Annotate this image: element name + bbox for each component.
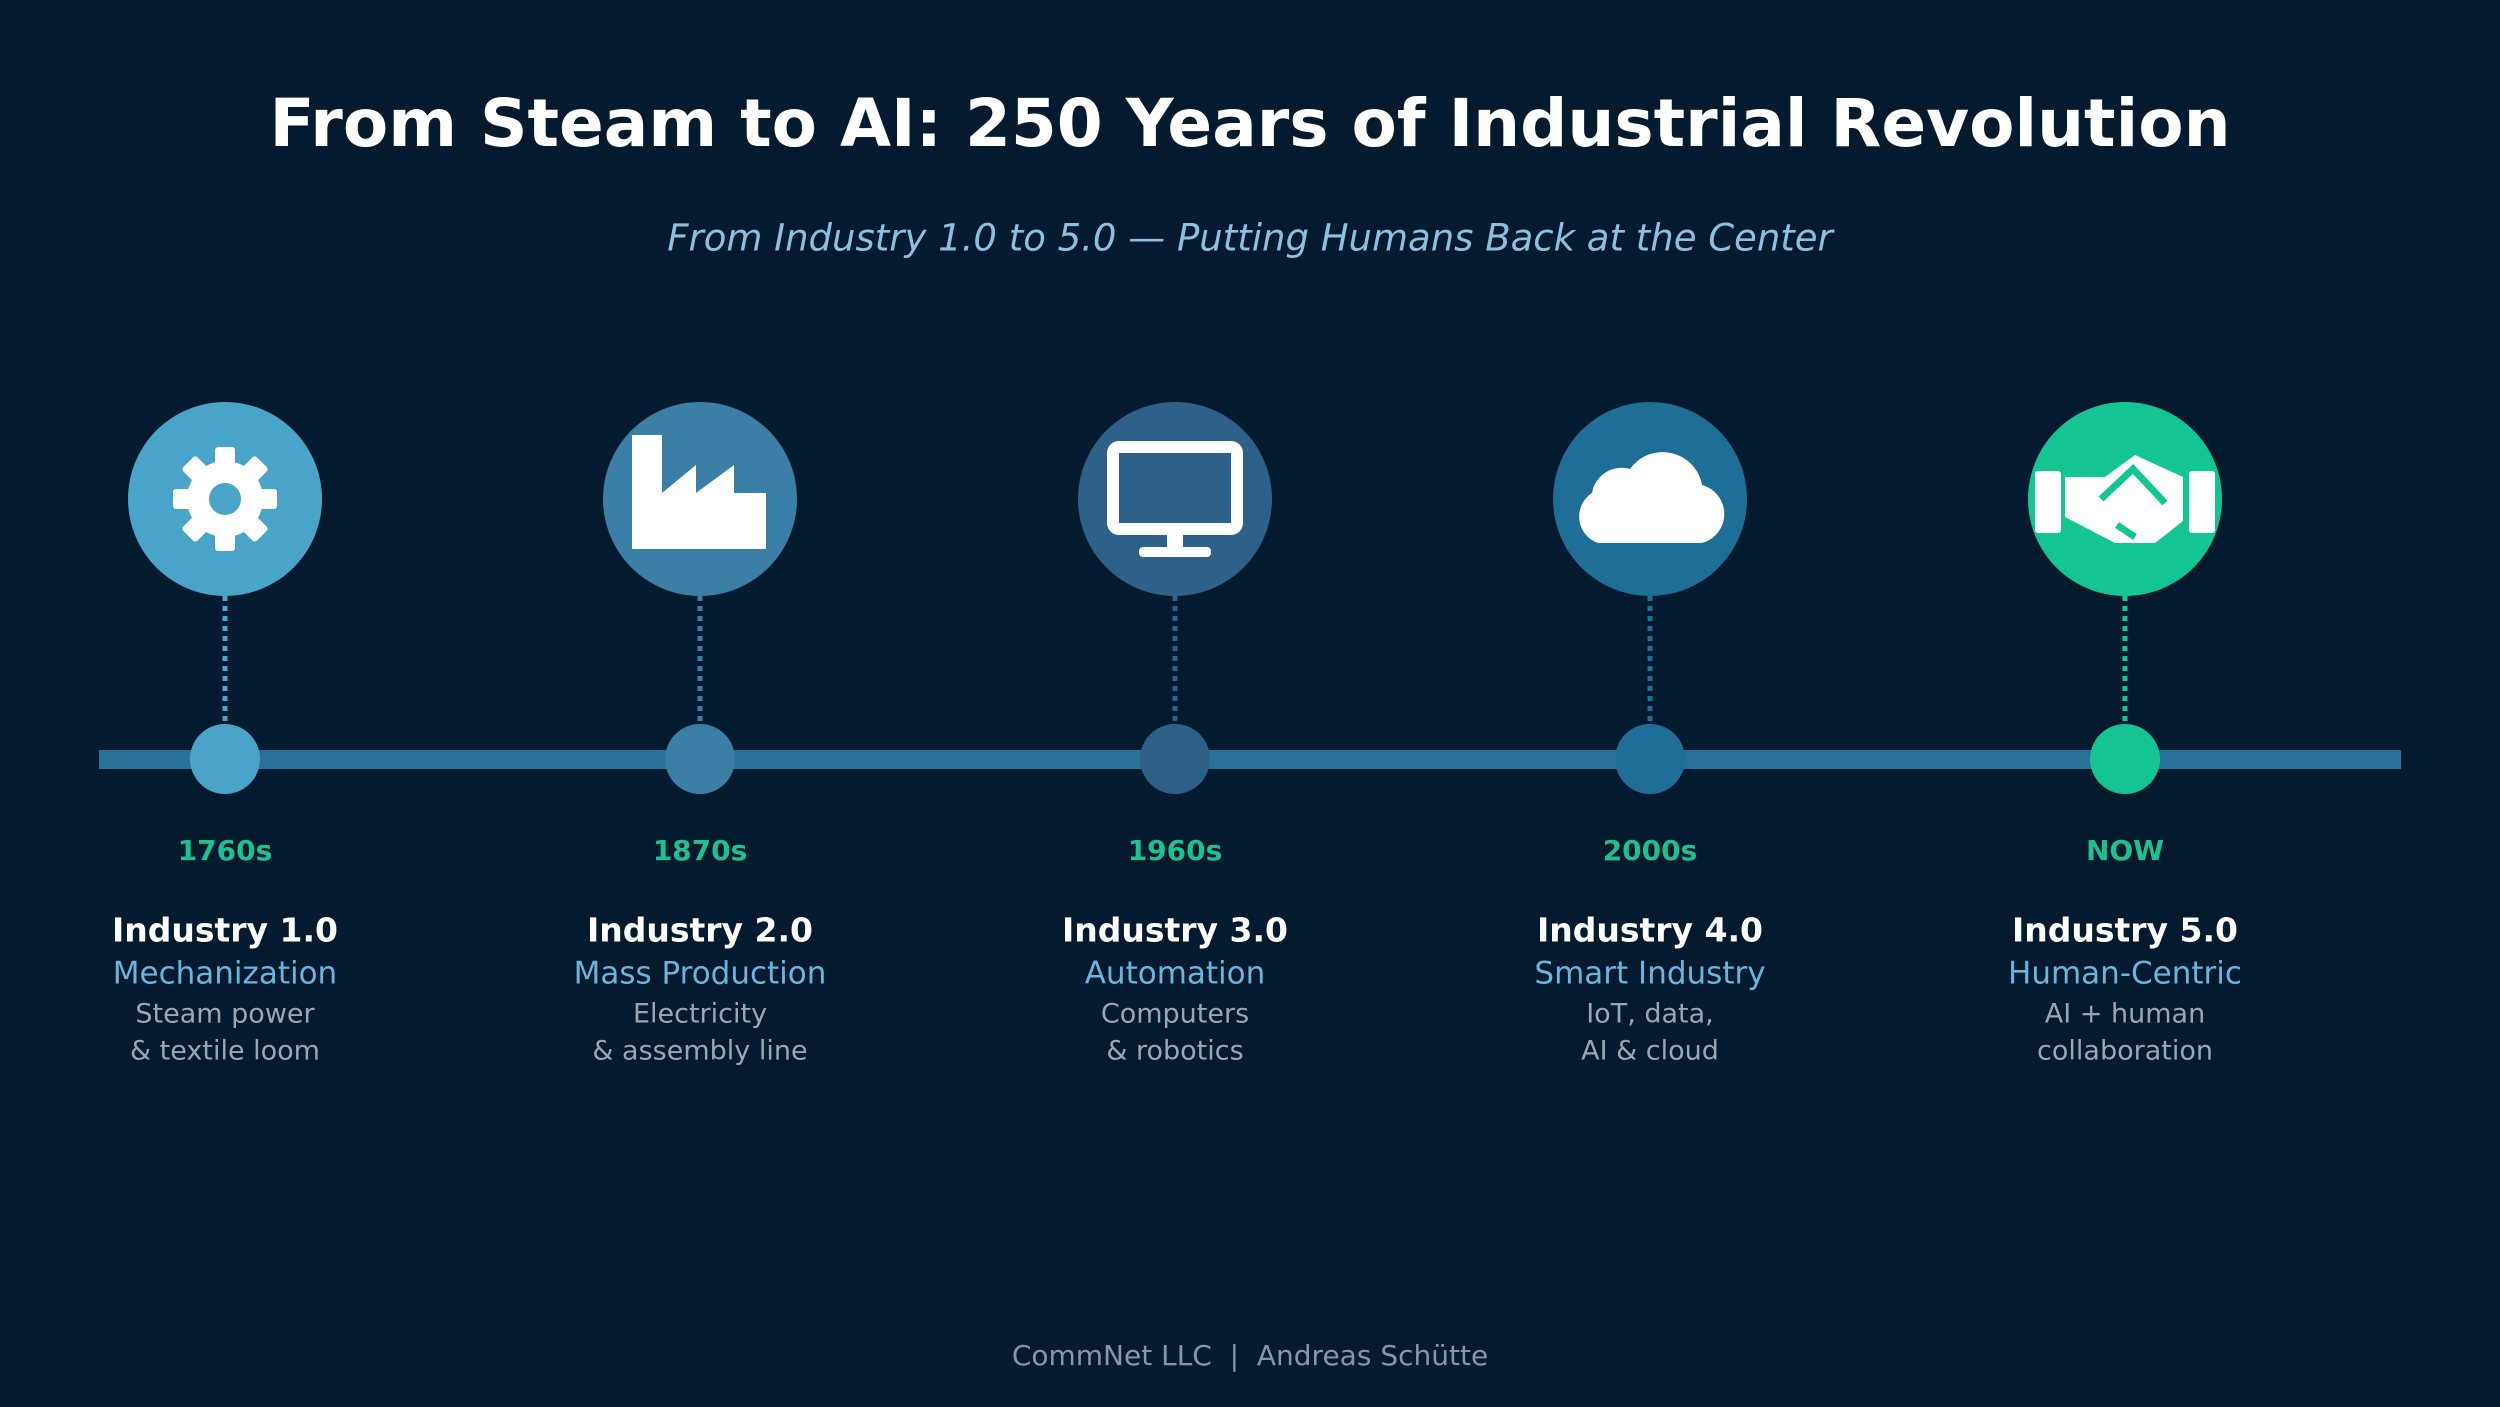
stage-subtitle: Mass Production <box>574 956 827 992</box>
timeline-dot <box>190 724 260 794</box>
stage-description: & textile loom <box>130 1036 320 1067</box>
handshake-line <box>2098 464 2168 540</box>
stage-title: Industry 4.0 <box>1537 911 1763 950</box>
stage-year: 1960s <box>1128 834 1223 867</box>
stage-year: NOW <box>2086 834 2164 867</box>
timeline-dot <box>665 724 735 794</box>
cloud-icon <box>1579 452 1725 543</box>
icon <box>632 435 766 549</box>
timeline-bar <box>99 750 2401 769</box>
stage-description: & assembly line <box>592 1036 807 1067</box>
stage: 1870s Industry 2.0 Mass Production Electric… <box>574 402 827 1067</box>
timeline-dot <box>1140 724 1210 794</box>
monitor-screen <box>1107 441 1243 535</box>
stage-subtitle: Smart Industry <box>1534 956 1765 992</box>
hand-left <box>2035 471 2061 533</box>
footer: CommNet LLC | Andreas Schütte <box>1012 1339 1488 1372</box>
stage: 2000s Industry 4.0 Smart Industry IoT, data… <box>1534 402 1766 1067</box>
title: From Steam to AI: 250 Years of Industria… <box>269 85 2230 162</box>
icon <box>2035 455 2215 543</box>
stage-description: Computers <box>1101 999 1249 1030</box>
stage-subtitle: Human-Centric <box>2008 956 2242 992</box>
stage-title: Industry 5.0 <box>2012 911 2238 950</box>
stage-title: Industry 3.0 <box>1062 911 1288 950</box>
stage-description: & robotics <box>1106 1036 1243 1067</box>
handshake-icon <box>2065 455 2183 543</box>
stage-description: AI & cloud <box>1581 1036 1719 1067</box>
stage-description: Steam power <box>135 999 315 1030</box>
stage-year: 1760s <box>178 834 273 867</box>
stages: 1760s Industry 1.0 Mechanization Steam powe… <box>112 402 2242 1067</box>
stage-subtitle: Mechanization <box>113 956 337 992</box>
monitor-neck <box>1167 533 1183 549</box>
stage: 1760s Industry 1.0 Mechanization Steam powe… <box>112 402 338 1067</box>
monitor-base <box>1139 547 1211 557</box>
timeline-dot <box>2090 724 2160 794</box>
icon <box>173 447 277 551</box>
stage-year: 1870s <box>653 834 748 867</box>
gear-hole <box>209 483 241 515</box>
stage-description: collaboration <box>2037 1036 2213 1067</box>
icon <box>1579 452 1725 543</box>
timeline-dot <box>1615 724 1685 794</box>
stage: 1960s Industry 3.0 Automation Computers & ro… <box>1062 402 1288 1067</box>
stage: NOW Industry 5.0 Human-Centric AI + human co… <box>2008 402 2242 1067</box>
stage-title: Industry 1.0 <box>112 911 338 950</box>
hand-right <box>2189 471 2215 533</box>
stage-title: Industry 2.0 <box>587 911 813 950</box>
icon <box>1107 441 1243 557</box>
stage-description: IoT, data, <box>1586 999 1714 1030</box>
stage-subtitle: Automation <box>1085 956 1266 992</box>
stage-description: Electricity <box>633 999 767 1030</box>
factory-icon <box>632 435 766 549</box>
subtitle: From Industry 1.0 to 5.0 — Putting Human… <box>667 217 1835 260</box>
stage-description: AI + human <box>2045 999 2205 1030</box>
stage-year: 2000s <box>1603 834 1698 867</box>
